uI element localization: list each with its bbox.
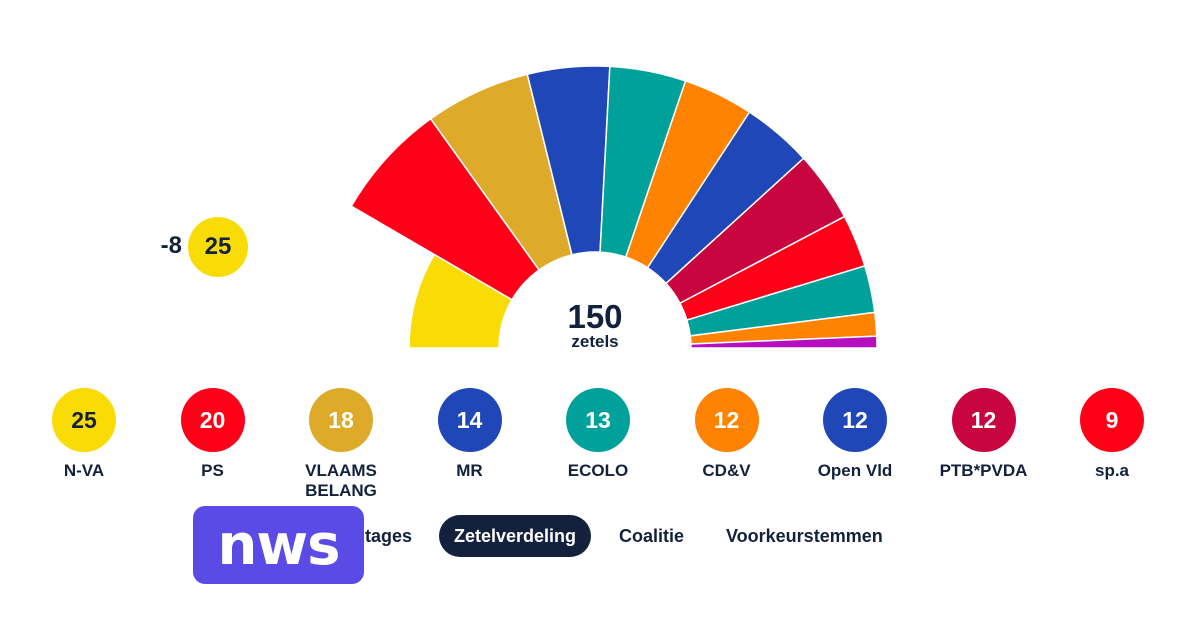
legend-item-nva[interactable]: 25 N-VA <box>20 388 148 481</box>
tab-percentages[interactable]: tages <box>365 526 413 546</box>
party-name: sp.a <box>1094 461 1130 480</box>
hemicycle-segment-ps[interactable] <box>350 117 541 301</box>
seat-count-badge: 13 <box>566 388 630 452</box>
tab-voorkeurstemmen[interactable]: Voorkeurstemmen <box>726 526 883 546</box>
view-tabs: tages Zetelverdeling Coalitie Voorkeurst… <box>0 515 1200 559</box>
legend-item-spa[interactable]: 9 sp.a <box>1048 388 1176 481</box>
hemicycle-segment-vlaams-belang[interactable] <box>429 73 573 272</box>
tab-zetelverdeling[interactable]: Zetelverdeling <box>439 515 592 557</box>
hemicycle-segments <box>350 65 878 349</box>
legend-item-ps[interactable]: 20 PS <box>149 388 277 481</box>
seat-count-badge: 25 <box>52 388 116 452</box>
seat-count-badge: 12 <box>951 388 1016 452</box>
party-legend: 25 N-VA 20 PS 18 VLAAMS BELANG 14 MR 13 … <box>20 388 1180 508</box>
total-seats-value: 150 <box>567 298 623 335</box>
seat-count-badge: 12 <box>694 388 759 452</box>
legend-item-vlaams-belang[interactable]: 18 VLAAMS BELANG <box>277 388 405 501</box>
legend-item-mr[interactable]: 14 MR <box>406 388 534 481</box>
party-name: PS <box>201 461 224 480</box>
tab-coalitie[interactable]: Coalitie <box>619 526 685 546</box>
nws-logo: nws <box>193 506 364 584</box>
legend-item-ecolo[interactable]: 13 ECOLO <box>534 388 662 481</box>
seat-count-badge: 20 <box>180 388 245 452</box>
party-name: ECOLO <box>567 461 629 480</box>
legend-item-cdv[interactable]: 12 CD&V <box>663 388 791 481</box>
seat-count-badge: 14 <box>437 388 502 452</box>
party-name: Open Vld <box>817 461 893 480</box>
hemicycle-segment-segment-12[interactable] <box>690 335 878 349</box>
seat-callout-badge: 25 <box>188 217 248 277</box>
seat-count-badge: 18 <box>309 388 373 452</box>
party-name: CD&V <box>702 461 751 480</box>
hemicycle-chart <box>350 65 878 349</box>
party-name: N-VA <box>63 461 105 480</box>
seat-change-label: -8 <box>160 232 182 259</box>
party-name: MR <box>456 461 483 480</box>
total-seats-unit: zetels <box>571 332 619 351</box>
legend-item-ptb-pvda[interactable]: 12 PTB*PVDA <box>920 388 1048 481</box>
party-name: PTB*PVDA <box>939 461 1028 480</box>
seat-count-badge: 12 <box>823 388 887 452</box>
legend-item-open-vld[interactable]: 12 Open Vld <box>791 388 919 481</box>
seat-count-badge: 9 <box>1080 388 1144 452</box>
party-name: VLAAMS BELANG <box>305 461 377 500</box>
